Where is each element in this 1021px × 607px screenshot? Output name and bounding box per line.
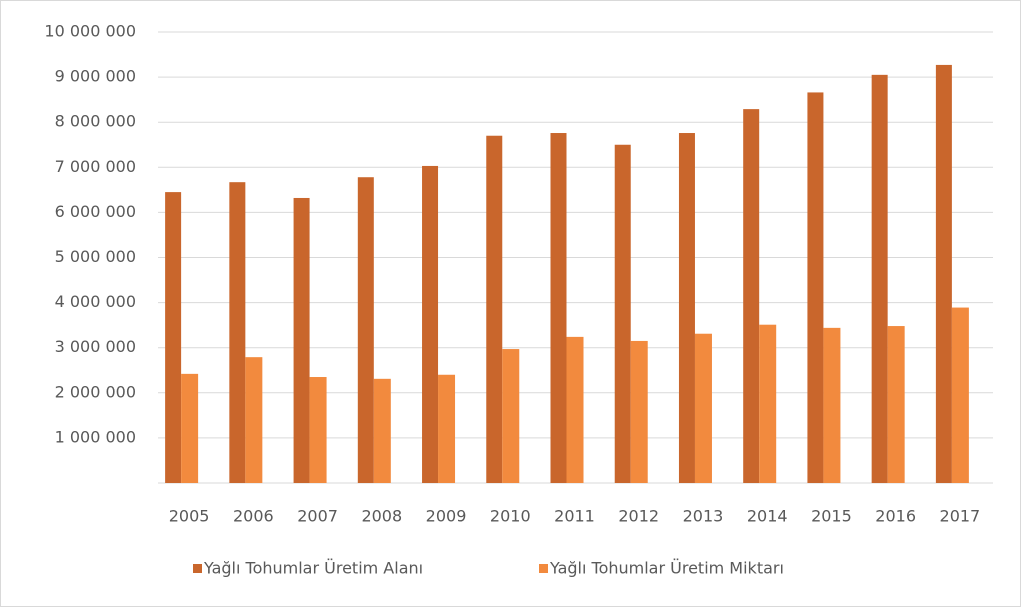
bar bbox=[807, 92, 824, 484]
bar bbox=[823, 327, 841, 483]
legend-swatch bbox=[193, 564, 202, 573]
bar bbox=[759, 324, 777, 483]
x-tick-label: 2006 bbox=[233, 507, 274, 526]
x-tick-label: 2015 bbox=[811, 507, 852, 526]
bar bbox=[502, 349, 520, 483]
bar bbox=[871, 74, 888, 483]
bar bbox=[309, 377, 327, 483]
bar bbox=[181, 373, 199, 483]
y-tick-label: 10 000 000 bbox=[44, 22, 136, 41]
x-tick-label: 2005 bbox=[169, 507, 210, 526]
bar bbox=[935, 64, 952, 483]
x-tick-label: 2014 bbox=[747, 507, 788, 526]
x-tick-label: 2010 bbox=[490, 507, 531, 526]
x-tick-label: 2007 bbox=[297, 507, 338, 526]
bar bbox=[438, 374, 456, 483]
y-tick-label: 8 000 000 bbox=[55, 112, 136, 131]
legend-swatch bbox=[539, 564, 548, 573]
y-tick-label: 6 000 000 bbox=[55, 202, 136, 221]
x-tick-label: 2008 bbox=[361, 507, 402, 526]
bar bbox=[678, 133, 695, 484]
x-tick-label: 2017 bbox=[940, 507, 981, 526]
bar bbox=[694, 333, 712, 483]
bar bbox=[887, 326, 905, 483]
bar bbox=[422, 165, 439, 483]
y-tick-label: 7 000 000 bbox=[55, 157, 136, 176]
bar bbox=[245, 357, 263, 483]
bar bbox=[566, 336, 584, 483]
y-tick-label: 9 000 000 bbox=[55, 67, 136, 86]
legend-label: Yağlı Tohumlar Üretim Miktarı bbox=[549, 559, 784, 578]
bar bbox=[630, 340, 648, 483]
bar bbox=[357, 177, 374, 484]
y-tick-label: 5 000 000 bbox=[55, 247, 136, 266]
x-tick-label: 2009 bbox=[426, 507, 467, 526]
bar bbox=[550, 133, 567, 484]
x-tick-label: 2016 bbox=[875, 507, 916, 526]
y-tick-label: 2 000 000 bbox=[55, 382, 136, 401]
y-tick-label: 1 000 000 bbox=[55, 427, 136, 446]
y-tick-label: 3 000 000 bbox=[55, 337, 136, 356]
bar bbox=[743, 109, 760, 483]
bar bbox=[614, 144, 631, 483]
bar bbox=[951, 307, 969, 483]
bar bbox=[229, 182, 246, 484]
x-tick-label: 2012 bbox=[618, 507, 659, 526]
legend-label: Yağlı Tohumlar Üretim Alanı bbox=[203, 559, 423, 578]
y-tick-label: 4 000 000 bbox=[55, 292, 136, 311]
x-tick-label: 2013 bbox=[683, 507, 724, 526]
bar bbox=[486, 135, 503, 484]
bar bbox=[293, 197, 310, 483]
bar bbox=[373, 378, 391, 483]
x-tick-label: 2011 bbox=[554, 507, 595, 526]
bar bbox=[165, 192, 182, 484]
